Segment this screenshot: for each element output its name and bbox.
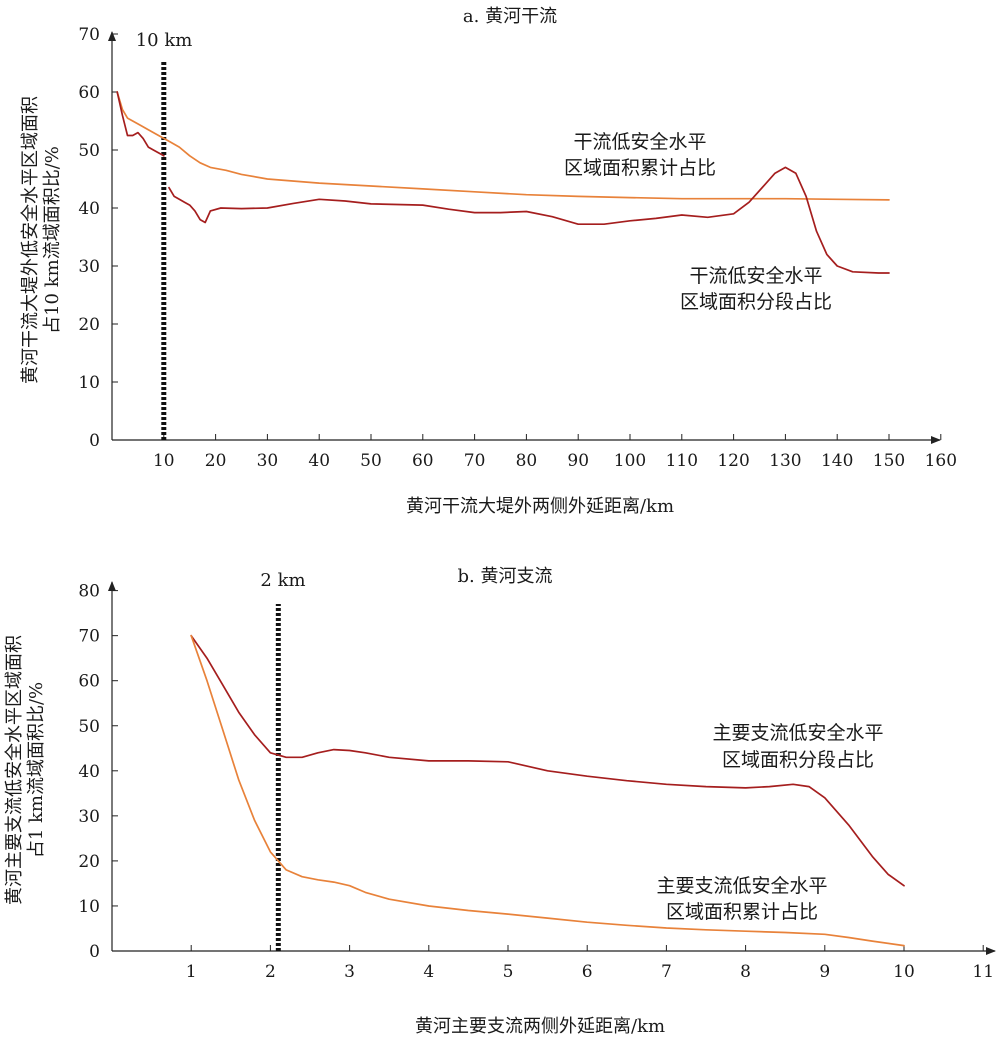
panel-b-annotation-segment-line2: 区域面积分段占比 (722, 749, 874, 771)
panel-b-x-tick-label: 10 (893, 962, 915, 982)
panel-a-y-tick-label: 70 (78, 25, 100, 45)
panel-a-annotation-cumulative-line1: 干流低安全水平 (573, 131, 706, 153)
panel-b-x-tick-label: 3 (344, 962, 355, 982)
panel-b-y-tick-label: 0 (89, 942, 100, 962)
panel-a-x-tick-label: 110 (666, 451, 698, 471)
panel-a-y-tick-label: 30 (78, 257, 100, 277)
panel-b-x-tick-label: 6 (582, 962, 593, 982)
panel-a-y-tick-label: 0 (89, 431, 100, 451)
panel-b-title: b. 黄河支流 (458, 566, 553, 587)
panel-a-xlabel: 黄河干流大堤外两侧外延距离/km (406, 496, 674, 517)
panel-b-x-tick-label: 9 (819, 962, 830, 982)
panel-b-y-tick-label: 80 (78, 582, 100, 602)
panel-a-mainstream: a. 黄河干流 黄河干流大堤外低安全水平区域面积 占10 km流域面积比/% 黄… (20, 6, 957, 517)
panel-b-annotation-segment-line1: 主要支流低安全水平 (712, 722, 883, 744)
panel-a-annotation-segment-line1: 干流低安全水平 (689, 265, 822, 287)
panel-b-ylabel-line2: 占1 km流域面积比/% (26, 682, 47, 858)
panel-a-x-tick-label: 100 (614, 451, 646, 471)
panel-a-annotation-segment-line2: 区域面积分段占比 (680, 291, 832, 313)
panel-b-x-tick-label: 1 (186, 962, 197, 982)
panel-a-x-tick-label: 150 (873, 451, 905, 471)
panel-a-x-tick-label: 160 (925, 451, 957, 471)
panel-b-ylabel-line1: 黄河主要支流低安全水平区域面积 (4, 635, 25, 905)
panel-b-annotation-cumulative-line1: 主要支流低安全水平 (656, 875, 827, 897)
panel-a-x-tick-label: 80 (516, 451, 538, 471)
panel-a-x-tick-label: 130 (769, 451, 801, 471)
panel-a-x-tick-label: 40 (308, 451, 330, 471)
panel-b-y-tick-label: 30 (78, 807, 100, 827)
panel-a-y-tick-label: 20 (78, 315, 100, 335)
panel-b-marker-label: 2 km (260, 570, 305, 591)
panel-a-series-1-line (116, 91, 165, 157)
panel-b-y-tick-label: 20 (78, 852, 100, 872)
panel-a-annotation-cumulative-line2: 区域面积累计占比 (564, 157, 716, 179)
panel-b-y-tick-label: 10 (78, 897, 100, 917)
panel-b-x-tick-label: 8 (740, 962, 751, 982)
panel-b-tributaries: b. 黄河支流 黄河主要支流低安全水平区域面积 占1 km流域面积比/% 黄河主… (4, 566, 996, 1037)
panel-a-x-tick-label: 20 (205, 451, 227, 471)
panel-a-x-tick-label: 120 (717, 451, 749, 471)
panel-a-series-1-line (168, 166, 890, 274)
panel-a-x-tick-label: 60 (412, 451, 434, 471)
panel-a-y-tick-label: 50 (78, 141, 100, 161)
panel-b-x-tick-label: 5 (503, 962, 514, 982)
panel-a-y-tick-label: 10 (78, 373, 100, 393)
panel-b-y-tick-label: 40 (78, 762, 100, 782)
panel-a-ylabel-line1: 黄河干流大堤外低安全水平区域面积 (20, 96, 41, 384)
panel-a-series-0-line (116, 91, 890, 201)
panel-a-y-tick-label: 40 (78, 199, 100, 219)
panel-b-x-tick-label: 11 (972, 962, 994, 982)
panel-a-marker-label: 10 km (136, 30, 193, 51)
panel-b-y-tick-label: 50 (78, 717, 100, 737)
panel-a-x-tick-label: 90 (567, 451, 589, 471)
panel-b-xlabel: 黄河主要支流两侧外延距离/km (415, 1016, 665, 1037)
panel-a-ylabel-line2: 占10 km流域面积比/% (42, 146, 63, 334)
panel-a-x-tick-label: 70 (464, 451, 486, 471)
panel-b-x-tick-label: 4 (423, 962, 434, 982)
panel-a-x-tick-label: 50 (360, 451, 382, 471)
panel-a-x-tick-label: 10 (153, 451, 175, 471)
panel-b-x-tick-label: 7 (661, 962, 672, 982)
panel-b-x-tick-label: 2 (265, 962, 276, 982)
panel-b-y-tick-label: 70 (78, 627, 100, 647)
panel-b-series-1-line (190, 634, 905, 947)
panel-a-title: a. 黄河干流 (463, 6, 557, 27)
panel-b-y-tick-label: 60 (78, 672, 100, 692)
panel-a-x-tick-label: 30 (257, 451, 279, 471)
panel-a-y-tick-label: 60 (78, 83, 100, 103)
panel-b-series-0-line (190, 634, 905, 887)
panel-b-annotation-cumulative-line2: 区域面积累计占比 (666, 901, 818, 923)
panel-a-x-tick-label: 140 (821, 451, 853, 471)
